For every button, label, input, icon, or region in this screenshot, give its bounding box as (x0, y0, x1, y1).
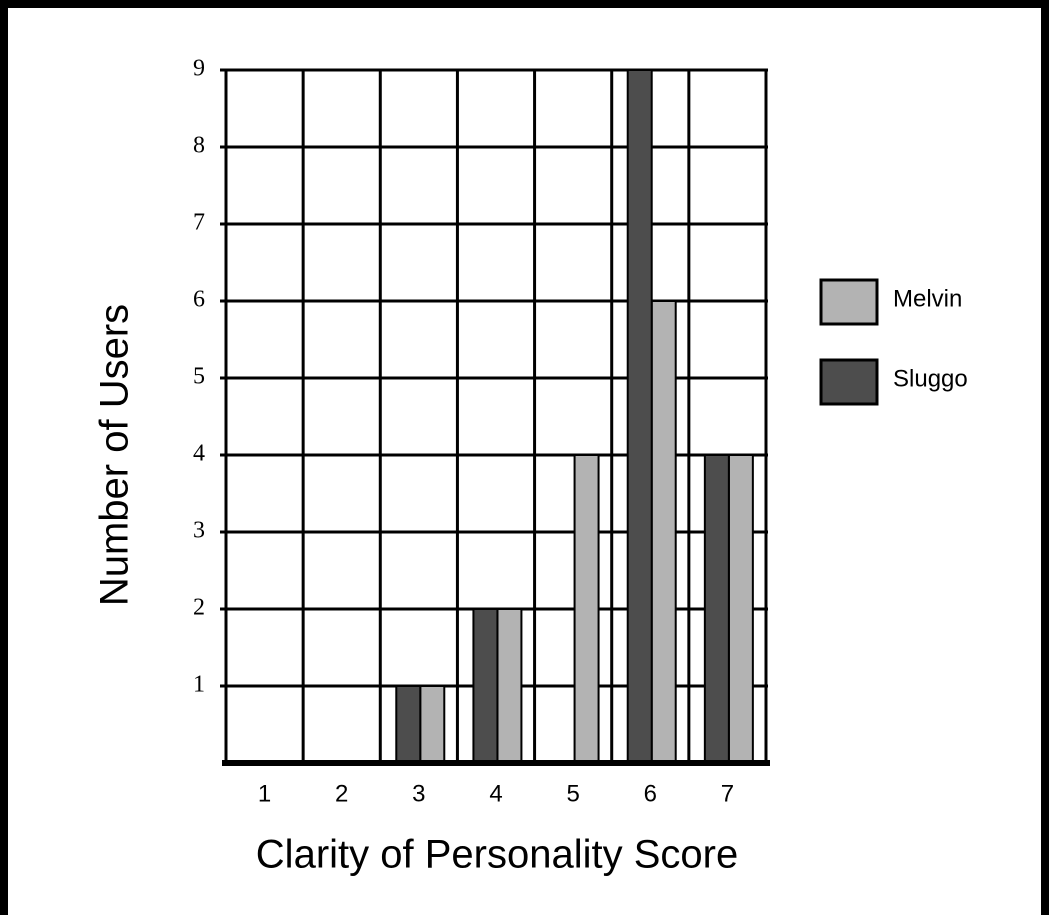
y-tick-label: 5 (193, 364, 205, 390)
legend-label: Melvin (893, 285, 962, 312)
y-tick-label: 7 (193, 210, 205, 236)
y-tick-label: 3 (193, 518, 205, 544)
bar (419, 685, 446, 764)
x-axis-label: Clarity of Personality Score (256, 833, 738, 877)
bar (703, 454, 730, 764)
y-tick-label: 2 (193, 595, 205, 621)
x-tick-label: 6 (644, 780, 657, 807)
x-tick-label: 7 (721, 780, 734, 807)
y-tick-label: 4 (193, 441, 205, 467)
bar (496, 608, 523, 764)
bar (650, 300, 677, 764)
y-tick-label: 9 (193, 56, 205, 82)
bar (472, 608, 499, 764)
x-tick-label: 1 (258, 780, 271, 807)
x-tick-label: 2 (335, 780, 348, 807)
bar (727, 454, 754, 764)
legend-swatch (819, 358, 879, 406)
x-tick-label: 4 (489, 780, 502, 807)
bar (626, 69, 653, 764)
y-tick-label: 6 (193, 287, 205, 313)
x-tick-label: 5 (566, 780, 579, 807)
legend-label: Sluggo (893, 365, 968, 392)
x-tick-label: 3 (412, 780, 425, 807)
bar (395, 685, 422, 764)
y-tick-label: 8 (193, 133, 205, 159)
y-tick-label: 1 (193, 672, 205, 698)
y-axis-label: Number of Users (93, 304, 137, 606)
bar (573, 454, 600, 764)
legend-swatch (819, 278, 879, 326)
